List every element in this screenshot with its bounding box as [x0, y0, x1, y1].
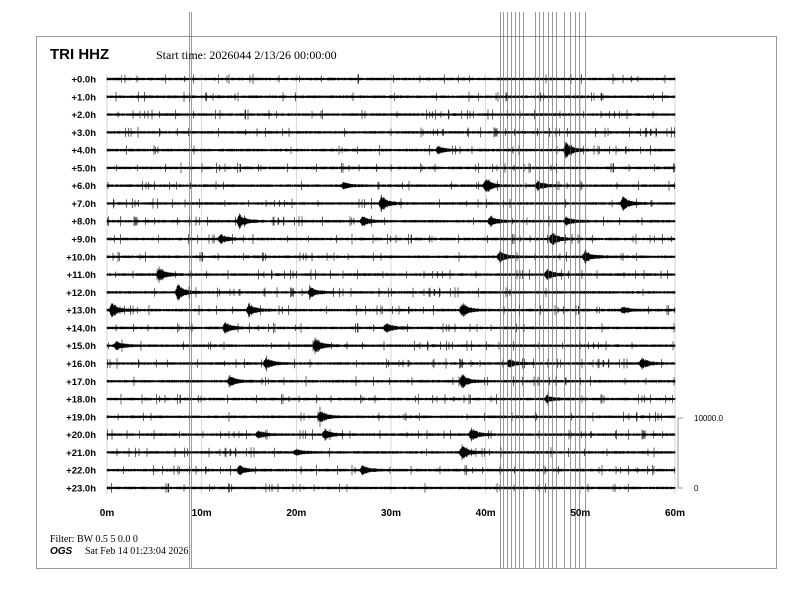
x-tick-label: 0m	[100, 508, 115, 519]
row-label: +4.0h	[71, 146, 96, 157]
row-label: +16.0h	[66, 359, 96, 370]
filter-info: Filter: BW 0.5 5 0.0 0	[50, 534, 138, 545]
row-label: +15.0h	[66, 341, 96, 352]
row-label: +19.0h	[66, 412, 96, 423]
trace-row	[106, 162, 676, 174]
row-label: +5.0h	[71, 163, 96, 174]
trace-row	[106, 73, 676, 85]
row-label: +10.0h	[66, 252, 96, 263]
row-label: +13.0h	[66, 306, 96, 317]
row-label: +12.0h	[66, 288, 96, 299]
row-label: +8.0h	[71, 217, 96, 228]
trace-row	[106, 337, 676, 354]
trace-row	[106, 91, 676, 102]
trace-row	[106, 444, 676, 461]
row-label: +18.0h	[66, 395, 96, 406]
x-tick-label: 60m	[665, 508, 685, 519]
row-label: +7.0h	[71, 199, 96, 210]
trace-row	[106, 179, 676, 192]
row-label: +2.0h	[71, 110, 96, 121]
trace-row	[106, 266, 676, 283]
trace-row	[106, 284, 676, 301]
scale-top-label: 10000.0	[694, 414, 723, 423]
row-label: +20.0h	[66, 430, 96, 441]
x-tick-label: 30m	[381, 508, 401, 519]
row-label: +14.0h	[66, 323, 96, 334]
x-tick-label: 40m	[476, 508, 496, 519]
row-label: +0.0h	[71, 75, 96, 86]
generated-timestamp: Sat Feb 14 01:23:04 2026	[85, 546, 188, 557]
trace-row	[106, 141, 676, 159]
row-label: +22.0h	[66, 466, 96, 477]
trace-row	[106, 249, 676, 264]
trace-row	[106, 233, 676, 245]
org-logo: OGS	[50, 546, 73, 557]
trace-row	[106, 109, 676, 120]
x-tick-label: 10m	[192, 508, 212, 519]
scale-bar	[677, 417, 683, 489]
trace-row	[106, 194, 676, 213]
plot-frame	[36, 36, 777, 569]
x-tick-label: 50m	[570, 508, 590, 519]
row-label: +23.0h	[66, 483, 96, 494]
row-label: +21.0h	[66, 448, 96, 459]
trace-row	[106, 406, 676, 427]
row-label: +9.0h	[71, 235, 96, 246]
start-time: Start time: 2026044 2/13/26 00:00:00	[156, 48, 337, 62]
trace-row	[106, 464, 676, 476]
row-label: +1.0h	[71, 92, 96, 103]
scale-bottom-label: 0	[694, 484, 699, 493]
trace-row	[106, 302, 676, 318]
trace-row	[106, 483, 676, 493]
row-label: +11.0h	[67, 270, 97, 281]
trace-row	[106, 355, 676, 372]
x-tick-label: 20m	[286, 508, 306, 519]
trace-row	[106, 374, 676, 388]
station-title: TRI HHZ	[50, 46, 109, 63]
row-label: +17.0h	[66, 377, 96, 388]
trace-row	[106, 427, 676, 442]
trace-row	[106, 392, 676, 406]
row-label: +6.0h	[71, 181, 96, 192]
trace-row	[106, 322, 676, 334]
row-label: +3.0h	[71, 128, 96, 139]
trace-row	[106, 213, 676, 230]
trace-row	[106, 127, 676, 138]
